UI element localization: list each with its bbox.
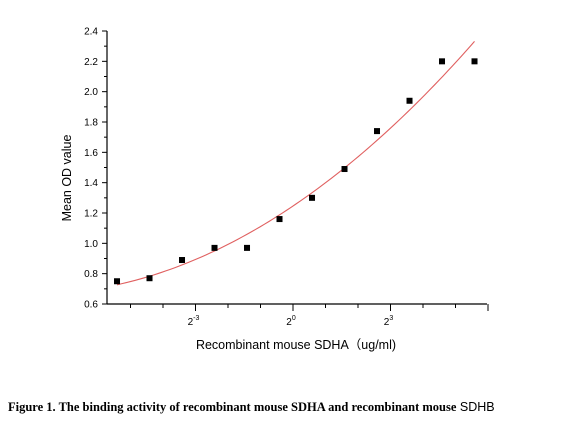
- caption-plain-text: SDHB: [459, 400, 495, 414]
- y-tick-label: 0.6: [84, 300, 98, 311]
- figure-caption: Figure 1. The binding activity of recomb…: [8, 400, 495, 415]
- data-point: [309, 194, 316, 201]
- y-tick-label: 1.0: [84, 239, 98, 250]
- x-tick-label: 2-3: [188, 315, 200, 328]
- x-tick-label: 23: [384, 315, 394, 328]
- caption-bold-text: Figure 1. The binding activity of recomb…: [8, 400, 457, 414]
- data-point: [374, 128, 381, 135]
- data-point: [211, 244, 218, 251]
- data-point: [114, 278, 121, 285]
- data-point: [341, 166, 348, 173]
- y-tick-label: 2.0: [84, 87, 98, 98]
- y-tick-label: 1.8: [84, 118, 98, 129]
- y-tick-label: 1.4: [84, 178, 98, 189]
- data-point: [244, 244, 251, 251]
- x-axis-title: Recombinant mouse SDHA（ug/ml): [196, 338, 396, 352]
- fit-curve: [116, 41, 475, 286]
- data-point: [406, 97, 413, 104]
- x-tick-label: 20: [286, 315, 296, 328]
- y-axis-title: Mean OD value: [60, 135, 74, 222]
- fit-curve-layer: [116, 41, 475, 286]
- y-tick-label: 1.6: [84, 148, 98, 159]
- data-point: [179, 257, 186, 264]
- y-tick-label: 2.2: [84, 57, 98, 68]
- data-point: [439, 58, 446, 65]
- data-points-layer: [114, 58, 478, 285]
- chart-axes: 0.6 0.8 1.0 1.2 1.4 1.6 1.8 2.0 2.2 2.4 2-3 20 23: [84, 27, 489, 328]
- y-tick-label: 1.2: [84, 209, 98, 220]
- data-point: [471, 58, 478, 65]
- y-tick-label: 0.8: [84, 269, 98, 280]
- data-point: [276, 216, 283, 223]
- y-tick-label: 2.4: [84, 27, 98, 38]
- data-point: [146, 275, 153, 282]
